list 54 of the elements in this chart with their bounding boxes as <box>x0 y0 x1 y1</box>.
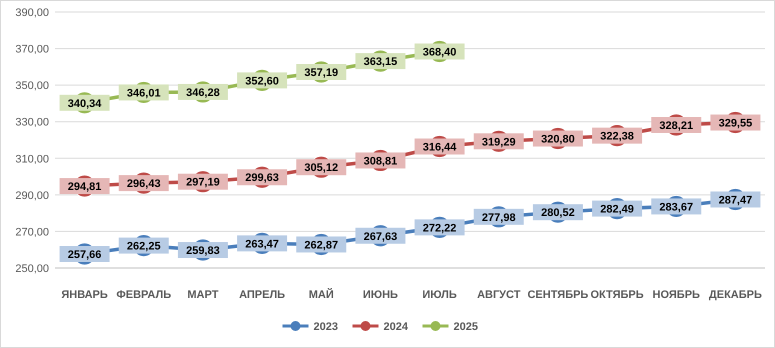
y-tick-label: 390,00 <box>15 7 49 19</box>
data-label: 287,47 <box>718 194 752 206</box>
x-tick-label: АВГУСТ <box>477 289 521 301</box>
data-label: 357,19 <box>304 66 338 79</box>
data-label: 277,98 <box>482 212 516 224</box>
legend-label: 2025 <box>454 321 478 333</box>
x-tick-label: МАЙ <box>308 288 334 301</box>
data-label: 257,66 <box>68 248 102 261</box>
data-label: 280,52 <box>541 207 575 220</box>
data-label: 296,43 <box>126 178 161 190</box>
data-label: 329,55 <box>718 118 752 130</box>
data-label: 352,60 <box>245 75 279 88</box>
x-tick-label: ФЕВРАЛЬ <box>116 289 172 301</box>
y-tick-label: 350,00 <box>15 80 49 92</box>
y-tick-label: 270,00 <box>15 226 49 238</box>
data-label: 316,44 <box>422 142 458 154</box>
x-tick-label: ИЮНЬ <box>362 289 398 301</box>
y-tick-label: 330,00 <box>15 116 49 129</box>
data-label: 297,19 <box>186 176 220 189</box>
data-label: 283,67 <box>659 201 694 214</box>
x-tick-label: АПРЕЛЬ <box>239 289 286 301</box>
data-label: 263,47 <box>245 238 279 250</box>
data-label: 340,34 <box>68 98 102 110</box>
x-tick-label: ИЮЛЬ <box>422 289 457 301</box>
y-tick-label: 370,00 <box>15 44 49 56</box>
data-label: 346,01 <box>126 87 161 100</box>
y-tick-label: 290,00 <box>15 190 49 202</box>
data-label: 320,80 <box>541 134 575 146</box>
data-label: 262,25 <box>126 240 161 253</box>
data-label: 272,22 <box>422 222 456 234</box>
data-label: 308,81 <box>364 155 398 168</box>
data-label: 328,21 <box>659 120 694 132</box>
legend-label: 2024 <box>384 321 409 333</box>
x-tick-label: ЯНВАРЬ <box>61 289 108 301</box>
x-tick-label: НОЯБРЬ <box>652 289 700 301</box>
y-tick-label: 310,00 <box>15 153 49 166</box>
data-label: 299,63 <box>245 172 279 184</box>
data-label: 363,15 <box>364 56 398 68</box>
data-label: 262,87 <box>304 239 338 252</box>
data-label: 368,40 <box>422 46 456 58</box>
x-tick-label: МАРТ <box>187 289 219 301</box>
data-label: 282,49 <box>600 204 634 216</box>
data-label: 322,38 <box>600 130 634 143</box>
data-label: 294,81 <box>68 181 102 194</box>
x-tick-label: ДЕКАБРЬ <box>708 289 762 301</box>
data-label: 259,83 <box>186 245 220 258</box>
x-tick-label: ОКТЯБРЬ <box>590 289 644 301</box>
y-tick-label: 250,00 <box>15 263 49 275</box>
data-label: 305,12 <box>304 162 338 174</box>
data-label: 319,29 <box>482 136 516 148</box>
x-tick-label: СЕНТЯБРЬ <box>527 289 588 301</box>
legend-label: 2023 <box>314 321 338 333</box>
data-label: 267,63 <box>364 230 398 243</box>
data-label: 346,28 <box>186 86 220 99</box>
